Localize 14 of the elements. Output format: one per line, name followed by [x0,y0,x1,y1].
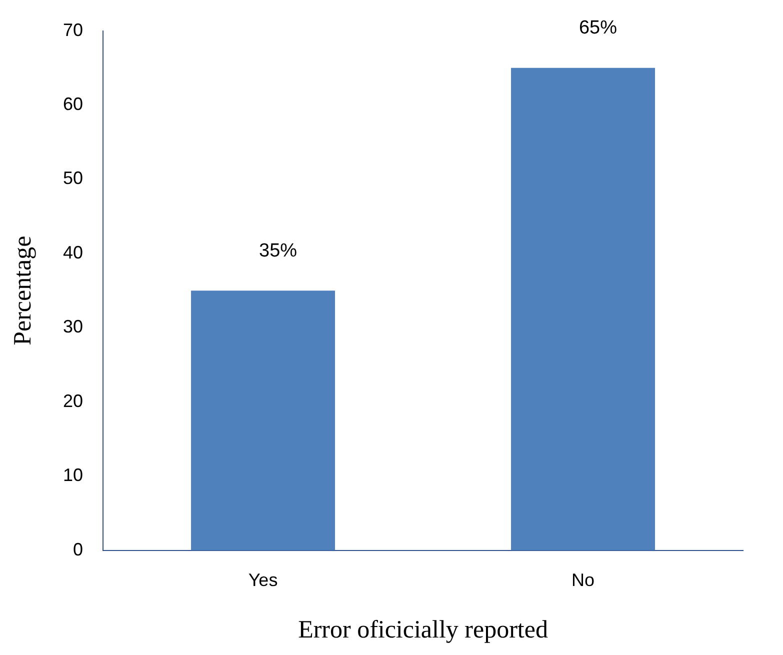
y-tick-label: 50 [62,168,84,188]
x-tick-label: Yes [248,570,278,590]
x-tick-label: No [572,570,595,590]
x-axis-title: Error oficicially reported [298,616,548,644]
data-label: 65% [578,18,618,39]
y-tick-label: 10 [62,465,84,486]
y-tick-label: 70 [62,20,84,40]
y-tick-label: 60 [62,94,84,114]
y-axis-title: Percentage [10,236,37,346]
y-tick-label: 0 [73,539,84,560]
data-label: 35% [259,240,298,262]
y-tick-label: 30 [62,316,84,337]
y-tick-label: 20 [62,390,84,411]
y-tick-label: 40 [62,242,84,262]
